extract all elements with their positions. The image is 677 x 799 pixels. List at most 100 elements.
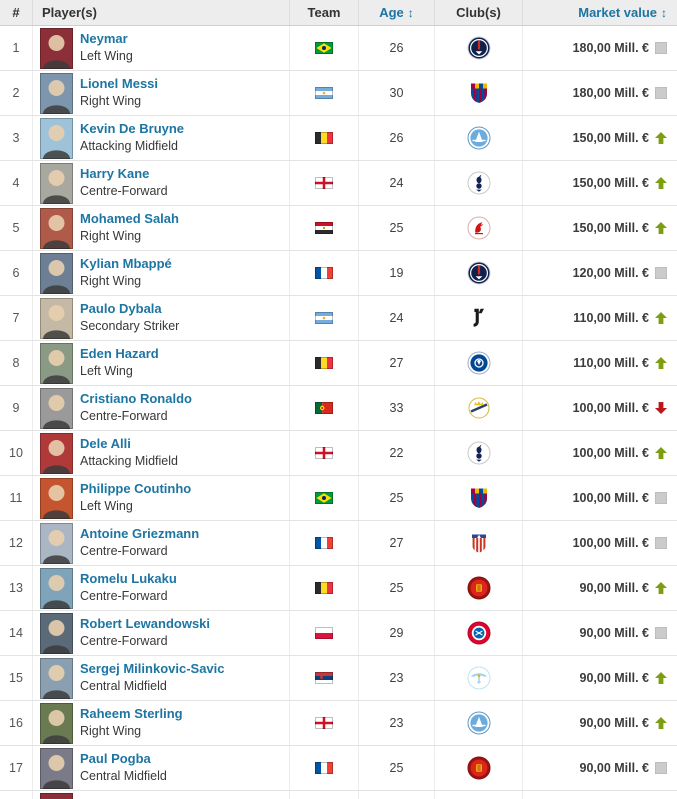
- market-value[interactable]: 90,00 Mill. €: [579, 671, 649, 685]
- flag-icon-france[interactable]: [315, 267, 333, 279]
- player-photo[interactable]: [40, 477, 73, 519]
- market-value[interactable]: 110,00 Mill. €: [573, 311, 649, 325]
- player-photo[interactable]: [40, 252, 73, 294]
- player-photo[interactable]: [40, 342, 73, 384]
- market-value[interactable]: 100,00 Mill. €: [572, 536, 649, 550]
- flag-icon-england[interactable]: [315, 717, 333, 729]
- flag-icon-england[interactable]: [315, 447, 333, 459]
- club-icon-tottenham-hotspur[interactable]: [467, 171, 491, 195]
- market-value[interactable]: 90,00 Mill. €: [579, 716, 649, 730]
- header-age-sort[interactable]: Age ↕: [359, 0, 435, 25]
- player-photo[interactable]: [40, 432, 73, 474]
- player-info: Lionel Messi Right Wing: [80, 77, 158, 108]
- club-icon-liverpool-fc[interactable]: [467, 216, 491, 240]
- player-name-link[interactable]: Dele Alli: [80, 436, 131, 452]
- club-cell: [435, 386, 523, 430]
- player-name-link[interactable]: Romelu Lukaku: [80, 571, 177, 587]
- player-name-link[interactable]: Paulo Dybala: [80, 301, 162, 317]
- market-value-cell: 90,00 Mill. €: [523, 701, 677, 745]
- market-value[interactable]: 90,00 Mill. €: [579, 581, 649, 595]
- flag-icon-france[interactable]: [315, 762, 333, 774]
- market-value[interactable]: 100,00 Mill. €: [572, 401, 649, 415]
- flag-icon-belgium[interactable]: [315, 582, 333, 594]
- market-value[interactable]: 110,00 Mill. €: [573, 356, 649, 370]
- player-position: Right Wing: [80, 228, 142, 243]
- club-icon-tottenham-hotspur[interactable]: [467, 441, 491, 465]
- player-photo[interactable]: [40, 657, 73, 699]
- player-photo[interactable]: [40, 207, 73, 249]
- market-value[interactable]: 100,00 Mill. €: [572, 446, 649, 460]
- market-value-cell: 150,00 Mill. €: [523, 206, 677, 250]
- club-icon-atletico-madrid[interactable]: [467, 531, 491, 555]
- flag-icon-england[interactable]: [315, 177, 333, 189]
- player-photo[interactable]: [40, 567, 73, 609]
- market-value[interactable]: 90,00 Mill. €: [579, 761, 649, 775]
- player-photo[interactable]: [40, 387, 73, 429]
- player-photo[interactable]: [40, 117, 73, 159]
- market-value[interactable]: 150,00 Mill. €: [572, 131, 649, 145]
- player-name-link[interactable]: Harry Kane: [80, 166, 150, 182]
- table-row: 4 Harry Kane Centre-Forward 24 150,00 Mi…: [0, 161, 677, 206]
- club-icon-fc-barcelona[interactable]: [467, 81, 491, 105]
- player-name-link[interactable]: Sergej Milinkovic-Savic: [80, 661, 225, 677]
- player-position: Right Wing: [80, 93, 142, 108]
- player-name-link[interactable]: Philippe Coutinho: [80, 481, 192, 497]
- flag-icon-belgium[interactable]: [315, 132, 333, 144]
- player-name-link[interactable]: Paul Pogba: [80, 751, 151, 767]
- player-photo[interactable]: [40, 27, 73, 69]
- player-name-link[interactable]: Kylian Mbappé: [80, 256, 172, 272]
- player-name-link[interactable]: Robert Lewandowski: [80, 616, 211, 632]
- market-value[interactable]: 100,00 Mill. €: [572, 491, 649, 505]
- club-icon-lazio[interactable]: [467, 666, 491, 690]
- player-name-link[interactable]: Cristiano Ronaldo: [80, 391, 192, 407]
- club-icon-manchester-city[interactable]: [467, 711, 491, 735]
- market-value-cell: 90,00 Mill. €: [523, 656, 677, 700]
- flag-icon-brazil[interactable]: [315, 42, 333, 54]
- player-photo[interactable]: [40, 162, 73, 204]
- club-icon-chelsea-fc[interactable]: [467, 351, 491, 375]
- market-value[interactable]: 180,00 Mill. €: [572, 86, 649, 100]
- flag-icon-brazil[interactable]: [315, 492, 333, 504]
- club-icon-juventus-fc[interactable]: [467, 306, 491, 330]
- club-icon-manchester-city[interactable]: [467, 126, 491, 150]
- player-name-link[interactable]: Antoine Griezmann: [80, 526, 200, 542]
- market-value[interactable]: 120,00 Mill. €: [572, 266, 649, 280]
- market-value[interactable]: 150,00 Mill. €: [572, 221, 649, 235]
- player-photo[interactable]: [40, 72, 73, 114]
- club-icon-manchester-united[interactable]: [467, 756, 491, 780]
- team-cell: [290, 476, 359, 520]
- flag-icon-serbia[interactable]: [315, 672, 333, 684]
- player-name-link[interactable]: Mohamed Salah: [80, 211, 179, 227]
- market-value[interactable]: 180,00 Mill. €: [572, 41, 649, 55]
- flag-icon-belgium[interactable]: [315, 357, 333, 369]
- market-value[interactable]: 150,00 Mill. €: [572, 176, 649, 190]
- player-photo[interactable]: [40, 522, 73, 564]
- player-photo[interactable]: [40, 612, 73, 654]
- age-cell: 19: [359, 251, 435, 295]
- flag-icon-egypt[interactable]: [315, 222, 333, 234]
- player-name-link[interactable]: Raheem Sterling: [80, 706, 183, 722]
- club-icon-real-madrid[interactable]: [467, 396, 491, 420]
- player-name-link[interactable]: Kevin De Bruyne: [80, 121, 185, 137]
- club-icon-paris-saint-germain[interactable]: [467, 36, 491, 60]
- sort-icon: ↕: [661, 5, 667, 20]
- player-photo[interactable]: [40, 297, 73, 339]
- flag-icon-france[interactable]: [315, 537, 333, 549]
- club-icon-bayern-munich[interactable]: [467, 621, 491, 645]
- club-icon-fc-barcelona[interactable]: [467, 486, 491, 510]
- flag-icon-poland[interactable]: [315, 627, 333, 639]
- club-cell: [435, 746, 523, 790]
- club-icon-paris-saint-germain[interactable]: [467, 261, 491, 285]
- player-position: Right Wing: [80, 273, 142, 288]
- player-photo[interactable]: [40, 747, 73, 789]
- player-photo[interactable]: [40, 702, 73, 744]
- player-name-link[interactable]: Lionel Messi: [80, 76, 159, 92]
- header-market-value-sort[interactable]: Market value ↕: [523, 0, 677, 25]
- market-value[interactable]: 90,00 Mill. €: [579, 626, 649, 640]
- flag-icon-argentina[interactable]: [315, 312, 333, 324]
- player-name-link[interactable]: Eden Hazard: [80, 346, 159, 362]
- flag-icon-argentina[interactable]: [315, 87, 333, 99]
- player-name-link[interactable]: Neymar: [80, 31, 128, 47]
- flag-icon-portugal[interactable]: [315, 402, 333, 414]
- club-icon-manchester-united[interactable]: [467, 576, 491, 600]
